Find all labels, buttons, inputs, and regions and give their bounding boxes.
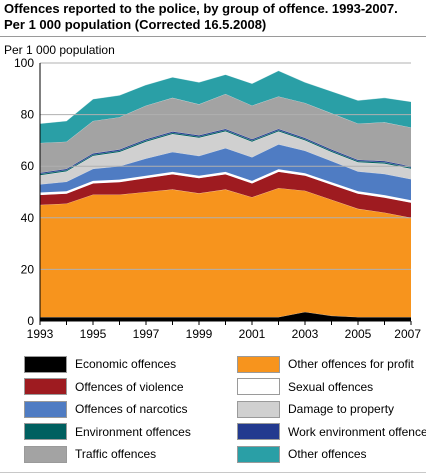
y-tick-label: 20 <box>21 262 35 276</box>
chart-title-line-2: Per 1 000 population (Corrected 16.5.200… <box>4 17 267 32</box>
x-tick-label: 1993 <box>27 327 54 341</box>
area-offences-of-narcotics <box>40 144 411 201</box>
y-tick-label: 0 <box>27 314 34 328</box>
x-tick-label: 2005 <box>345 327 372 341</box>
area-edge-other-offences <box>39 70 412 124</box>
y-tick-label: 80 <box>21 108 35 122</box>
area-offences-of-violence <box>40 171 411 218</box>
area-work-environment-offences <box>40 128 411 174</box>
x-tick-label: 1999 <box>186 327 213 341</box>
x-tick-label: 2007 <box>394 327 421 341</box>
area-other-offences-for-profit <box>40 188 411 318</box>
y-axis-label: Per 1 000 population <box>4 43 115 57</box>
area-economic-offences <box>40 312 411 321</box>
x-tick-label: 2001 <box>239 327 266 341</box>
x-tick-label: 2003 <box>292 327 319 341</box>
chart-title: Offences reported to the police, by grou… <box>4 1 422 33</box>
x-tick-label: 1997 <box>133 327 160 341</box>
chart-title-line-1: Offences reported to the police, by grou… <box>4 1 398 16</box>
area-other-offences <box>40 70 411 143</box>
area-environment-offences <box>40 130 411 176</box>
y-tick-label: 60 <box>21 159 35 173</box>
area-traffic-offences <box>40 94 411 173</box>
y-tick-label: 40 <box>21 211 35 225</box>
x-tick-label: 1995 <box>80 327 107 341</box>
y-tick-label: 100 <box>14 56 34 70</box>
bottom-divider <box>0 472 426 473</box>
area-damage-to-property <box>40 131 411 185</box>
title-divider <box>0 36 426 37</box>
